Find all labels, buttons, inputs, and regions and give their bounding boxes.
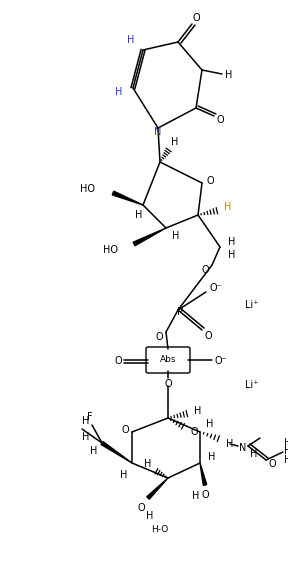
Text: O: O bbox=[137, 503, 145, 513]
Text: H: H bbox=[82, 432, 90, 442]
Text: H: H bbox=[284, 438, 288, 448]
Text: HO: HO bbox=[80, 184, 95, 194]
Text: Li⁺: Li⁺ bbox=[245, 380, 259, 390]
Text: F: F bbox=[87, 412, 93, 422]
Text: O: O bbox=[190, 427, 198, 437]
Text: H: H bbox=[135, 210, 143, 220]
Text: H: H bbox=[194, 406, 202, 416]
Text: H: H bbox=[82, 416, 90, 426]
Text: N: N bbox=[239, 443, 247, 453]
Text: P: P bbox=[177, 307, 183, 317]
Text: O: O bbox=[206, 176, 214, 186]
Text: N: N bbox=[154, 127, 162, 137]
Polygon shape bbox=[101, 441, 132, 463]
Text: H: H bbox=[206, 419, 214, 429]
Text: O⁻: O⁻ bbox=[215, 356, 227, 366]
Text: H: H bbox=[284, 455, 288, 465]
Text: HO: HO bbox=[103, 245, 118, 255]
Text: H: H bbox=[226, 439, 234, 449]
Text: H: H bbox=[284, 446, 288, 456]
Text: H-O: H-O bbox=[151, 526, 169, 534]
Text: H: H bbox=[192, 491, 200, 501]
Text: H: H bbox=[208, 452, 216, 462]
Text: O: O bbox=[121, 425, 129, 435]
Text: O⁻: O⁻ bbox=[210, 283, 222, 293]
Text: Li⁺: Li⁺ bbox=[245, 300, 259, 310]
Text: H: H bbox=[224, 202, 232, 212]
Text: H: H bbox=[228, 250, 236, 260]
Text: H: H bbox=[228, 237, 236, 247]
Text: H: H bbox=[146, 511, 154, 521]
Polygon shape bbox=[200, 463, 207, 486]
Polygon shape bbox=[147, 478, 168, 499]
Text: H: H bbox=[120, 470, 128, 480]
Text: O: O bbox=[192, 13, 200, 23]
Text: H: H bbox=[127, 35, 135, 45]
Text: H: H bbox=[250, 449, 258, 459]
Text: Abs: Abs bbox=[160, 355, 176, 364]
Text: H: H bbox=[225, 70, 233, 80]
Polygon shape bbox=[133, 228, 166, 246]
Text: O: O bbox=[201, 265, 209, 275]
FancyBboxPatch shape bbox=[146, 347, 190, 373]
Text: O: O bbox=[216, 115, 224, 125]
Text: O: O bbox=[164, 379, 172, 389]
Text: H: H bbox=[90, 446, 98, 456]
Text: O: O bbox=[201, 490, 209, 500]
Text: O: O bbox=[114, 356, 122, 366]
Text: H: H bbox=[115, 87, 123, 97]
Text: O: O bbox=[155, 332, 163, 342]
Text: O: O bbox=[268, 459, 276, 469]
Text: H: H bbox=[172, 231, 180, 241]
Text: H: H bbox=[144, 459, 152, 469]
Text: H: H bbox=[171, 137, 179, 147]
Text: O: O bbox=[204, 331, 212, 341]
Polygon shape bbox=[112, 191, 143, 205]
